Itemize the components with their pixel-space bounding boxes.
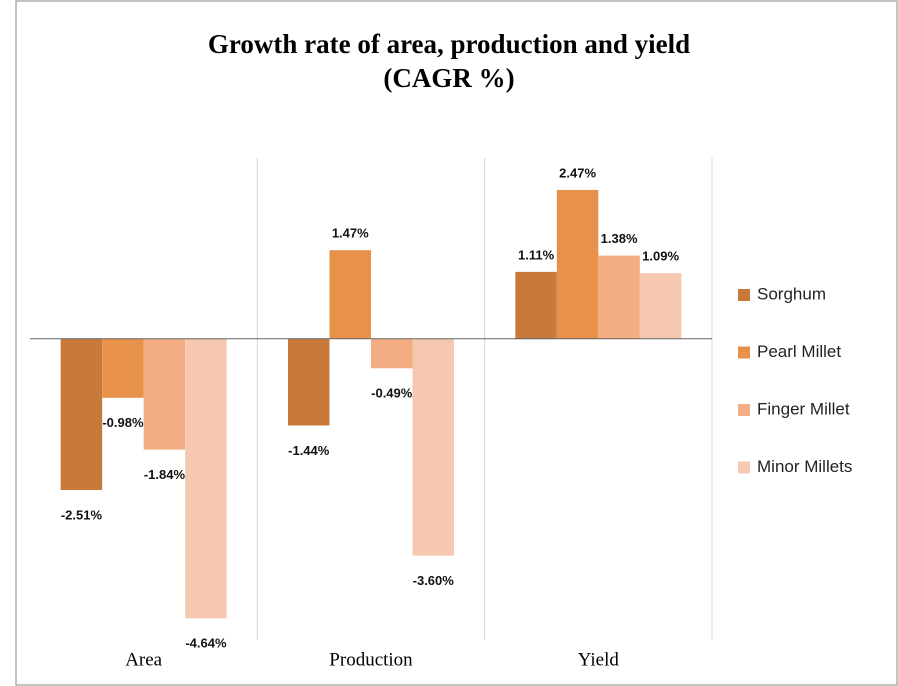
value-label: 2.47% bbox=[559, 165, 596, 180]
value-label: -0.98% bbox=[102, 415, 144, 430]
value-label: -4.64% bbox=[185, 636, 227, 651]
legend-label: Sorghum bbox=[757, 284, 826, 303]
bar bbox=[598, 255, 640, 339]
value-label: 1.38% bbox=[601, 231, 638, 246]
value-label: -0.49% bbox=[371, 386, 413, 401]
legend-swatch bbox=[738, 461, 750, 474]
bar bbox=[639, 273, 682, 339]
legend-swatch bbox=[738, 346, 750, 359]
bar bbox=[329, 250, 371, 339]
x-tick-label: Yield bbox=[578, 649, 620, 670]
legend-label: Minor Millets bbox=[757, 457, 852, 476]
value-label: 1.47% bbox=[332, 226, 369, 241]
bar bbox=[185, 338, 227, 619]
value-label: -1.84% bbox=[144, 467, 186, 482]
bar bbox=[515, 271, 557, 339]
legend-label: Pearl Millet bbox=[757, 342, 841, 361]
legend-label: Finger Millet bbox=[757, 399, 850, 418]
value-label: -2.51% bbox=[61, 507, 103, 522]
bar bbox=[102, 338, 144, 398]
bar bbox=[60, 338, 103, 490]
x-tick-label: Production bbox=[329, 649, 413, 670]
legend-swatch bbox=[738, 404, 750, 416]
bar bbox=[288, 338, 330, 426]
bar bbox=[556, 189, 599, 339]
chart-title: Growth rate of area, production and yiel… bbox=[208, 29, 690, 59]
chart-title: (CAGR %) bbox=[383, 63, 514, 93]
bar bbox=[412, 338, 454, 556]
value-label: 1.11% bbox=[518, 247, 555, 262]
legend-swatch bbox=[738, 289, 750, 301]
value-label: 1.09% bbox=[642, 249, 679, 264]
value-label: -1.44% bbox=[288, 443, 330, 458]
bar bbox=[143, 338, 186, 450]
bar bbox=[371, 338, 413, 369]
value-label: -3.60% bbox=[413, 573, 455, 588]
x-tick-label: Area bbox=[125, 649, 162, 670]
